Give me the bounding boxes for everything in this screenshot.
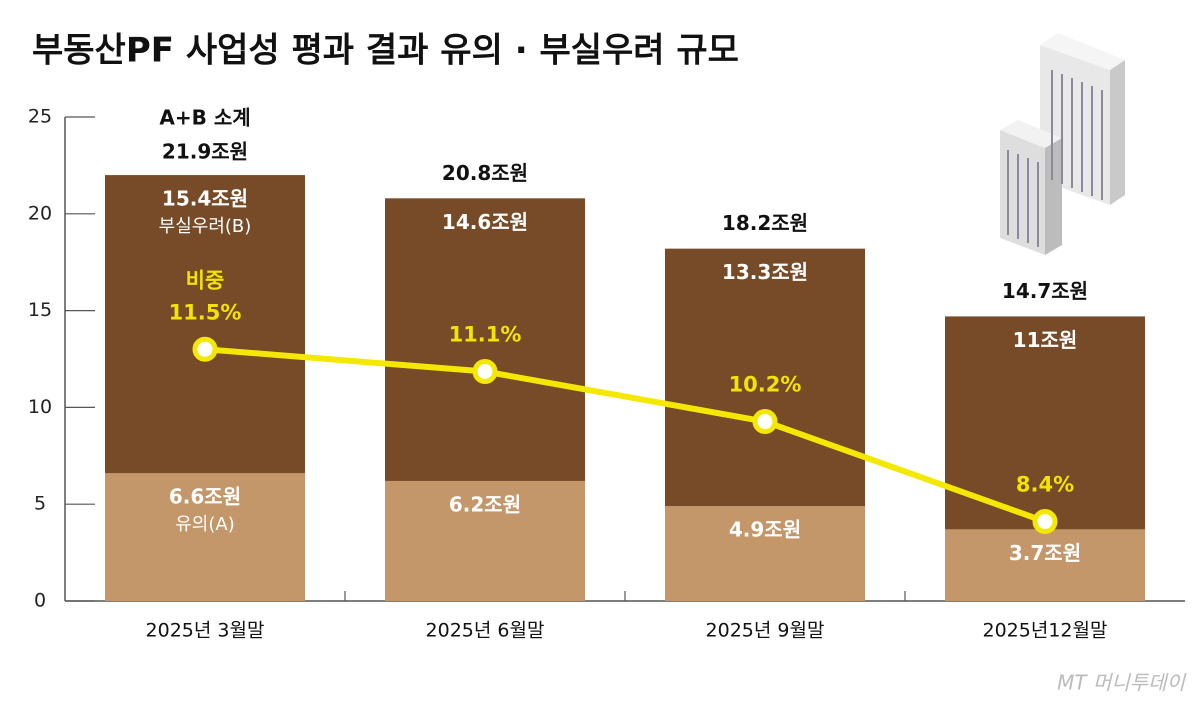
ratio-label: 8.4% bbox=[1016, 473, 1074, 497]
segment-label: 6.2조원 bbox=[449, 492, 521, 516]
ratio-point bbox=[1032, 509, 1058, 535]
x-tick-label: 2025년12월말 bbox=[983, 620, 1108, 642]
segment-label: 11조원 bbox=[1013, 328, 1078, 352]
bar-segment bbox=[105, 473, 305, 601]
segment-label: 6.6조원 bbox=[169, 485, 241, 509]
ratio-point bbox=[752, 409, 778, 435]
total-label: 18.2조원 bbox=[722, 211, 808, 235]
segment-label: 14.6조원 bbox=[442, 210, 528, 234]
y-tick-label: 20 bbox=[28, 202, 52, 224]
chart-title: 부동산PF 사업성 평과 결과 유의 · 부실우려 규모 bbox=[32, 31, 739, 71]
total-label: 14.7조원 bbox=[1002, 279, 1088, 303]
x-tick-label: 2025년 3월말 bbox=[146, 620, 265, 642]
ratio-label: 11.1% bbox=[449, 323, 522, 347]
segment-label: 4.9조원 bbox=[729, 518, 801, 542]
bar-segment bbox=[665, 506, 865, 601]
building-illustration bbox=[1000, 33, 1125, 255]
ratio-label: 10.2% bbox=[729, 373, 802, 397]
y-tick-label: 15 bbox=[28, 299, 52, 321]
total-label: 20.8조원 bbox=[442, 161, 528, 185]
y-tick-label: 5 bbox=[34, 493, 46, 515]
segment-label: 13.3조원 bbox=[722, 260, 808, 284]
total-name: A+B 소계 bbox=[159, 106, 250, 130]
series-name: 유의(A) bbox=[175, 514, 234, 535]
ratio-name: 비중 bbox=[186, 268, 225, 292]
ratio-point bbox=[472, 359, 498, 385]
x-tick-label: 2025년 9월말 bbox=[706, 620, 825, 642]
bar-segment bbox=[665, 248, 865, 507]
total-label: 21.9조원 bbox=[162, 140, 248, 164]
bar-segment bbox=[385, 198, 585, 481]
ratio-label: 11.5% bbox=[169, 300, 242, 324]
bar-segment bbox=[945, 529, 1145, 601]
ratio-line bbox=[204, 346, 1047, 525]
bar-segment bbox=[945, 316, 1145, 530]
y-tick-label: 0 bbox=[34, 590, 46, 612]
segment-label: 15.4조원 bbox=[162, 187, 248, 211]
series-name: 부실우려(B) bbox=[159, 216, 252, 237]
ratio-point bbox=[192, 336, 218, 362]
bar-segment bbox=[385, 480, 585, 601]
x-tick-label: 2025년 6월말 bbox=[426, 620, 545, 642]
y-tick-label: 10 bbox=[28, 396, 52, 418]
segment-label: 3.7조원 bbox=[1009, 541, 1081, 565]
source: MT 머니투데이 bbox=[1057, 671, 1186, 695]
y-tick-label: 25 bbox=[28, 106, 52, 128]
bar-segment bbox=[105, 175, 305, 474]
